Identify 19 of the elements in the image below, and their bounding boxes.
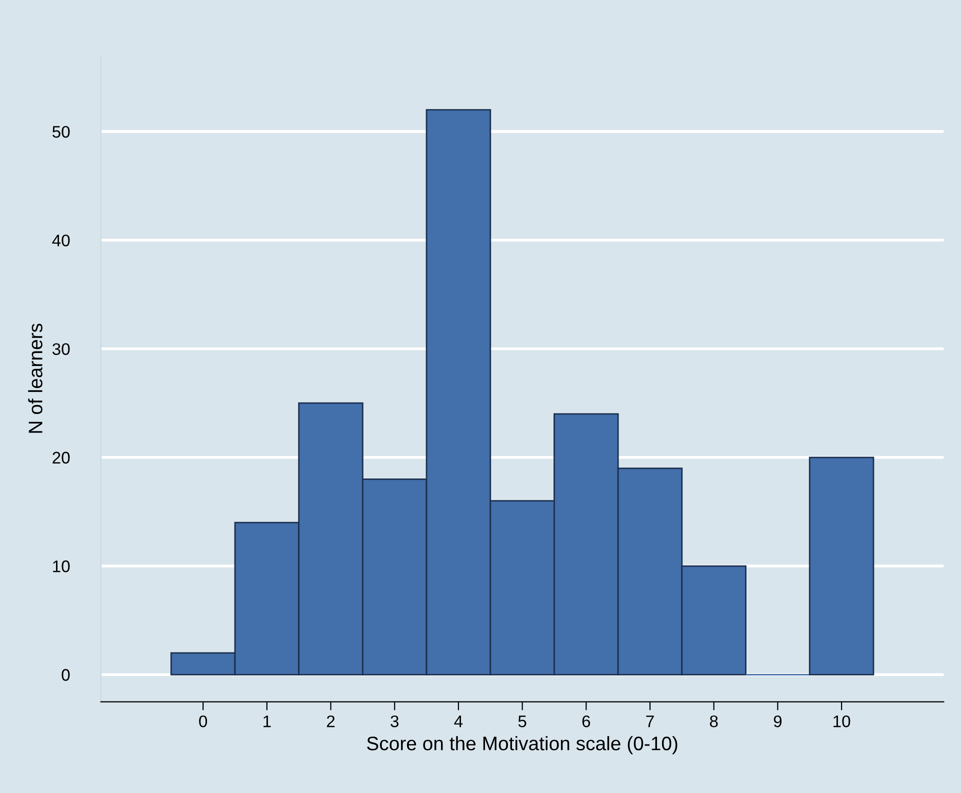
- x-tick-label: 8: [710, 715, 718, 728]
- x-tick-label: 10: [834, 715, 850, 728]
- y-tick-label: 20: [52, 452, 70, 464]
- x-tick-label: 2: [326, 715, 335, 728]
- y-tick-label: 40: [52, 234, 70, 246]
- x-tick-label: 4: [454, 716, 463, 728]
- y-tick-label: 30: [52, 343, 70, 355]
- x-tick-label: 0: [199, 715, 208, 728]
- x-tick-label: 3: [390, 715, 399, 728]
- x-axis-title: Score on the Motivation scale (0-10): [367, 736, 678, 754]
- y-axis-title: N of learners: [28, 324, 42, 433]
- x-tick-label: 1: [264, 716, 271, 728]
- y-tick-label: 10: [53, 560, 70, 572]
- y-tick-label: 0: [62, 669, 70, 681]
- x-tick-label: 5: [518, 716, 526, 728]
- x-tick-label: 7: [646, 716, 654, 728]
- y-tick-label: 50: [52, 126, 70, 138]
- x-tick-label: 6: [582, 715, 590, 728]
- x-tick-label: 9: [774, 715, 782, 728]
